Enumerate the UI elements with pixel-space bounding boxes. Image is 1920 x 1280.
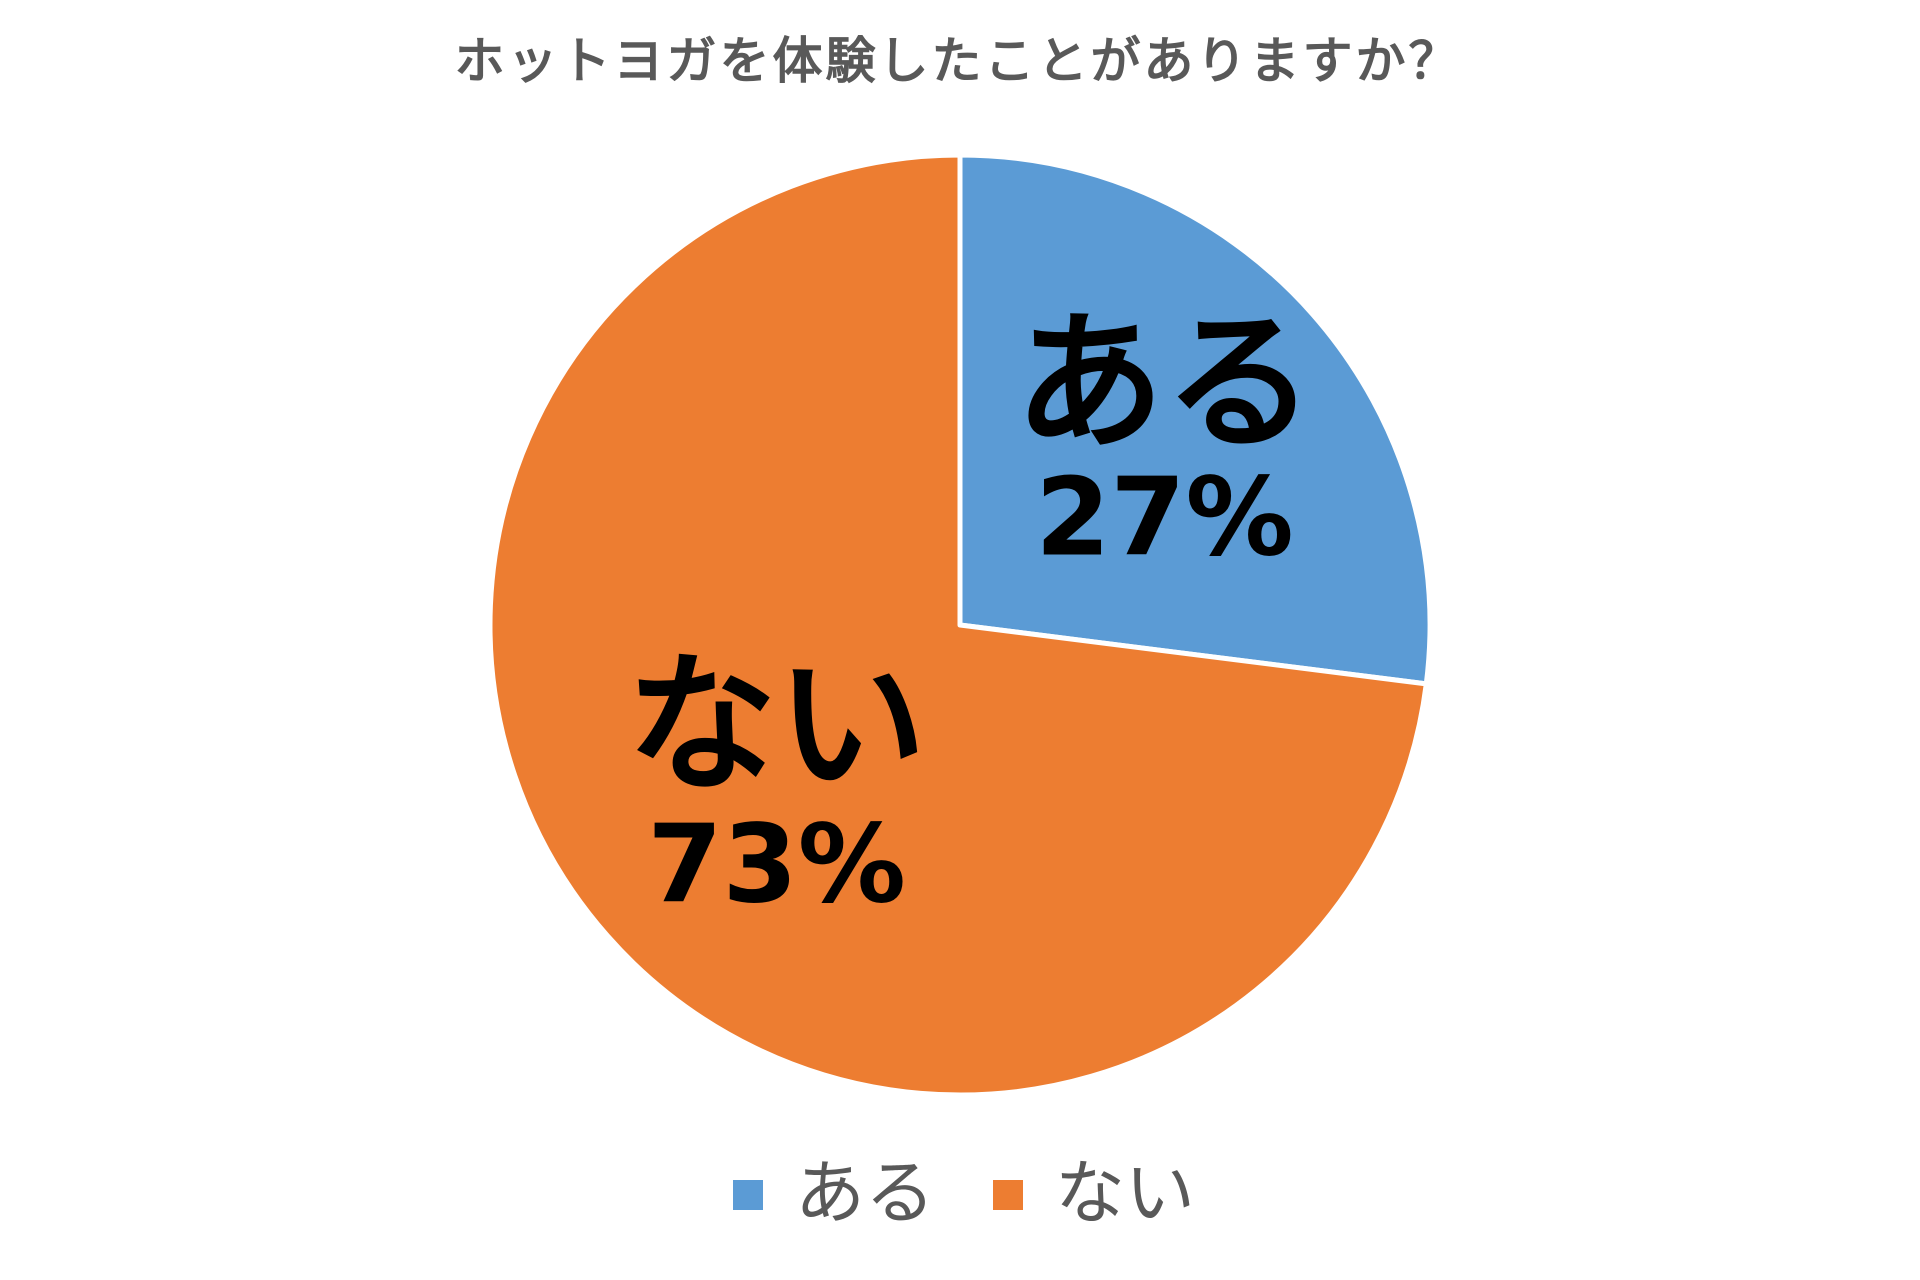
legend-label-nai: ない [1055,1152,1195,1234]
legend-swatch-nai [993,1180,1023,1210]
slice-label-aru: ある [1014,297,1314,471]
pie-slice-aru [957,152,1433,687]
pie-slice-nai [487,152,1429,1098]
slice-value-nai: 73% [647,803,906,928]
legend-swatch-aru [733,1180,763,1210]
pie-slices [487,152,1433,1098]
slice-value-aru: 27% [1035,456,1294,581]
legend-label-aru: ある [795,1152,935,1234]
slice-label-nai: ない [627,639,927,813]
legend: ある ない [733,1152,1195,1234]
chart-title: ホットヨガを体験したことがありますか？ [455,32,1462,90]
